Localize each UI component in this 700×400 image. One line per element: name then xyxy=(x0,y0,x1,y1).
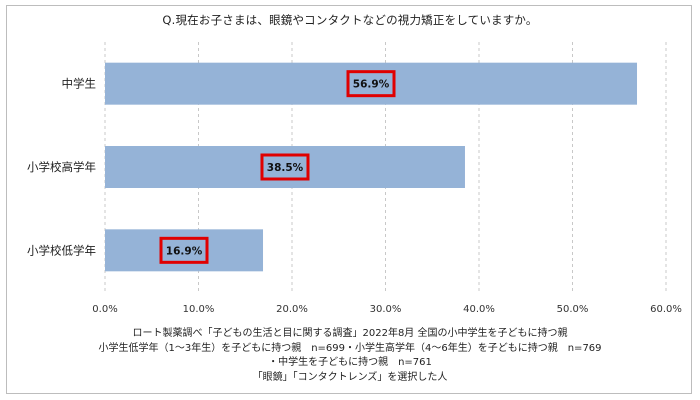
value-label: 38.5% xyxy=(267,162,304,174)
value-label-box xyxy=(346,70,396,98)
x-tick-label: 0.0% xyxy=(92,304,117,315)
category-label: 小学校低学年 xyxy=(27,243,96,257)
bar xyxy=(105,62,638,105)
x-tick-label: 50.0% xyxy=(557,304,589,315)
chart-title: Q.現在お子さまは、眼鏡やコンタクトなどの視力矯正をしていますか。 xyxy=(162,13,538,27)
x-tick-labels: 0.0% 10.0% 20.0% 30.0% 40.0% 50.0% 60.0% xyxy=(92,304,682,315)
x-tick-label: 10.0% xyxy=(183,304,215,315)
x-tick-label: 30.0% xyxy=(370,304,402,315)
bar xyxy=(105,146,465,188)
bars xyxy=(105,62,638,272)
category-label: 中学生 xyxy=(62,77,97,91)
footnotes: ロート製薬調べ「子どもの生活と目に関する調査」2022年8月 全国の小中学生を子… xyxy=(0,327,700,385)
value-label-box xyxy=(260,153,310,181)
x-tick-label: 60.0% xyxy=(650,304,682,315)
x-tick-label: 20.0% xyxy=(276,304,308,315)
bar xyxy=(105,229,264,272)
footnote-line: ・中学生を子どもに持つ親 n=761 xyxy=(268,357,432,369)
footnote-line: 小学生低学年（1〜3年生）を子どもに持つ親 n=699・小学生高学年（4〜6年生… xyxy=(98,342,602,354)
footnote-line: 「眼鏡」「コンタクトレンズ」を選択した人 xyxy=(252,371,448,383)
value-label: 56.9% xyxy=(353,79,390,91)
footnote-line: ロート製薬調べ「子どもの生活と目に関する調査」2022年8月 全国の小中学生を子… xyxy=(132,328,568,339)
value-label: 16.9% xyxy=(166,245,203,257)
value-labels: 56.9% 38.5% 16.9% xyxy=(159,70,396,264)
value-label-box xyxy=(159,236,209,264)
x-tick-label: 40.0% xyxy=(463,304,495,315)
category-label: 小学校高学年 xyxy=(27,160,96,174)
